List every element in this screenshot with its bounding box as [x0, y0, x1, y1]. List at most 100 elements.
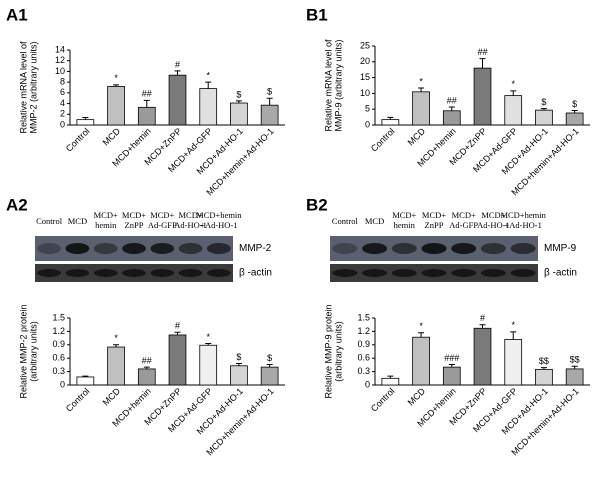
- lane-label: MCD+: [481, 210, 505, 220]
- y-tick-label: 1.5: [52, 312, 65, 322]
- band-label: MMP-9: [544, 243, 577, 254]
- y-tick-label: 1.2: [357, 326, 370, 336]
- y-axis-label: MMP-2 (arbitrary units): [28, 41, 38, 133]
- lane-label: MCD+: [452, 210, 476, 220]
- blot-band: [362, 243, 388, 254]
- bar: [230, 102, 248, 126]
- error-bar: [479, 58, 486, 69]
- error-bar: [205, 81, 212, 89]
- y-tick-label: 0.3: [52, 366, 65, 376]
- y-axis-label: Relative mRNA level of: [323, 39, 333, 132]
- annotation: $: [541, 97, 546, 107]
- bar: [260, 366, 279, 386]
- bar: [535, 368, 553, 386]
- annotation: *: [419, 76, 423, 86]
- bar: [412, 336, 430, 386]
- blot-band: [451, 269, 477, 277]
- annotation: $$: [539, 356, 549, 366]
- blot-band: [480, 243, 506, 254]
- error-bar: [387, 375, 394, 379]
- y-tick-label: 0.9: [52, 339, 65, 349]
- y-axis-label: Relative MMP-2 protein: [18, 304, 28, 398]
- y-tick-label: 0.6: [357, 353, 370, 363]
- annotation: *: [206, 71, 210, 81]
- blot-band: [65, 269, 90, 277]
- y-tick-label: 0.9: [357, 339, 370, 349]
- error-bar: [113, 344, 120, 348]
- blot-band: [206, 243, 231, 254]
- bar: [565, 368, 584, 386]
- lane-label: Control: [332, 216, 359, 226]
- lane-label: Control: [36, 216, 63, 226]
- blot-band: [65, 243, 90, 254]
- error-bar: [266, 363, 273, 368]
- bar: [107, 86, 125, 126]
- annotation: $: [236, 89, 241, 99]
- lane-label: MCD+: [392, 210, 416, 220]
- x-tick-label: Control: [369, 386, 397, 414]
- y-axis-label: Relative MMP-9 protein: [323, 304, 333, 398]
- y-tick-label: 0: [365, 379, 370, 389]
- lane-label: MCD: [365, 216, 384, 226]
- error-bar: [113, 84, 120, 87]
- bar: [199, 344, 218, 386]
- bar: [565, 112, 584, 126]
- error-bar: [479, 324, 486, 329]
- blot-band: [510, 243, 536, 254]
- panel-label: B1: [306, 5, 328, 24]
- error-bar: [143, 99, 150, 108]
- lane-label: ZnPP: [425, 220, 444, 230]
- bar: [381, 119, 400, 126]
- annotation: *: [114, 73, 118, 83]
- blot-band: [178, 243, 203, 254]
- error-bar: [448, 363, 455, 368]
- lane-label: Ad-GFP: [449, 220, 478, 230]
- lane-label: +Ad-HO-1: [504, 220, 541, 230]
- blot-band: [332, 269, 358, 277]
- x-tick-label: MCD: [101, 386, 123, 408]
- band-label: MMP-2: [239, 243, 272, 254]
- blot-band: [150, 243, 175, 254]
- blot-band: [122, 269, 146, 277]
- lane-label: MCD: [68, 216, 87, 226]
- lane-label: +Ad-HO-1: [200, 220, 237, 230]
- x-tick-label: Control: [64, 126, 92, 154]
- error-bar: [205, 342, 212, 346]
- blot-band: [178, 269, 203, 277]
- bar: [137, 368, 156, 386]
- annotation: *: [206, 332, 210, 342]
- bar: [442, 366, 461, 386]
- error-bar: [448, 106, 455, 111]
- lane-label: Ad-GFP: [148, 220, 177, 230]
- annotation: ###: [444, 353, 459, 363]
- error-bar: [418, 87, 425, 92]
- x-tick-label: MCD: [101, 126, 123, 148]
- y-tick-label: 25: [360, 40, 370, 50]
- bar: [473, 327, 492, 386]
- blot-band: [421, 243, 447, 254]
- bar: [199, 88, 218, 126]
- bar: [442, 110, 461, 126]
- annotation: $: [267, 353, 272, 363]
- y-axis-label: MMP-9 (arbitrary units): [333, 39, 343, 131]
- error-bar: [510, 331, 517, 340]
- y-tick-label: 20: [360, 56, 370, 66]
- error-bar: [418, 332, 425, 338]
- annotation: $: [572, 99, 577, 109]
- error-bar: [387, 116, 394, 120]
- error-bar: [174, 331, 181, 335]
- blot-band: [93, 243, 118, 254]
- x-tick-label: MCD: [406, 386, 428, 408]
- lane-label: MCD+: [122, 210, 146, 220]
- y-tick-label: 10: [55, 66, 65, 76]
- lane-label: hemin: [394, 220, 416, 230]
- bar: [76, 119, 95, 126]
- y-tick-label: 14: [55, 44, 65, 54]
- y-tick-label: 0: [365, 119, 370, 129]
- bar: [412, 91, 430, 126]
- x-tick-label: Control: [64, 386, 92, 414]
- annotation: $$: [570, 355, 580, 365]
- error-bar: [540, 108, 547, 111]
- error-bar: [174, 70, 181, 76]
